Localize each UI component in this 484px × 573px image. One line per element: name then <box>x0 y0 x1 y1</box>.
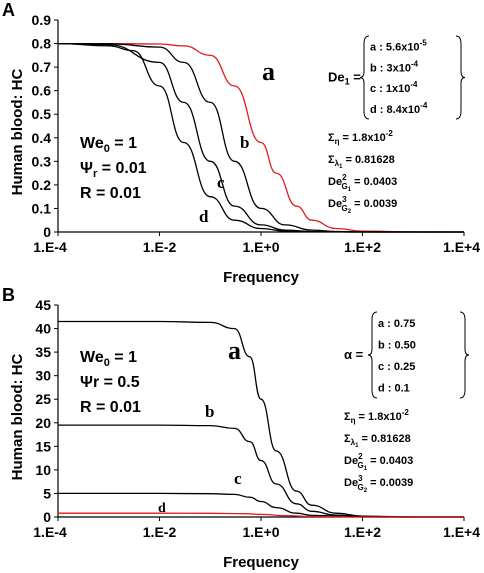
y-tick-label: 0.8 <box>32 36 52 52</box>
y-tick-label: 0.7 <box>32 59 52 75</box>
y-tick-label: 10 <box>35 462 51 478</box>
legend-brace-left <box>359 35 370 120</box>
legend-lhs: De1 = <box>328 70 361 87</box>
curve-label-b: b <box>240 133 249 152</box>
panel-b: B 0 5 10 15 20 25 30 35 40 45 1.E-4 1.E-2 1.E+0 1.E+2 1… <box>2 285 480 571</box>
x-tick-label: 1.E+0 <box>243 524 280 540</box>
legend-lhs: α = <box>344 347 364 362</box>
panel-label: B <box>2 285 15 305</box>
legend-item-a: a : 5.6x10-5 <box>370 39 427 54</box>
curve-label-c: c <box>234 469 242 488</box>
x-tick-label: 1.E-2 <box>143 239 177 255</box>
series-line-d <box>58 512 464 518</box>
y-tick-label: 30 <box>35 368 51 384</box>
y-tick-label: 0 <box>43 509 51 525</box>
curve-label-a: a <box>262 57 275 86</box>
y-tick-label: 40 <box>35 321 51 337</box>
x-tick-label: 1.E+0 <box>243 239 280 255</box>
legend: α = a : 0.75 b : 0.50 c : 0.25 d : 0.1 Ση = 1… <box>344 311 470 494</box>
legend-brace-right <box>459 311 470 399</box>
y-tick-label: 0.4 <box>32 130 52 146</box>
x-tick-label: 1.E+2 <box>344 239 381 255</box>
y-tick-label: 25 <box>35 391 51 407</box>
constant-0: Ση = 1.8x10-2 <box>328 129 393 146</box>
curve-label-a: a <box>228 336 241 365</box>
y-tick-label: 35 <box>35 344 51 360</box>
y-tick-label: 0 <box>43 224 51 240</box>
y-tick-label: 0.6 <box>32 83 52 99</box>
y-tick-label: 5 <box>43 485 51 501</box>
y-axis-title: Human blood: HC <box>9 354 26 481</box>
x-tick-label: 1.E+4 <box>443 524 480 540</box>
y-tick-label: 0.3 <box>32 153 52 169</box>
x-axis-title: Frequency <box>223 554 300 571</box>
series-line-a <box>57 42 465 233</box>
x-tick-label: 1.E-4 <box>33 524 67 540</box>
param-psi: Ψr = 0.5 <box>80 374 140 391</box>
legend: De1 = a : 5.6x10-5 b : 3x10-4 c : 1x10-4 d :… <box>328 35 466 215</box>
y-tick-label: 0.1 <box>32 200 52 216</box>
panel-a: A 0 0.1 0.2 0.3 0.4 0.5 0.6 0.7 0.8 0.9 1.E-4 1.E-2 1… <box>2 0 480 286</box>
y-tick-label: 45 <box>35 297 51 313</box>
param-we: We0 = 1 <box>80 135 137 155</box>
curve-label-d: d <box>158 501 166 516</box>
legend-brace-left <box>367 311 378 399</box>
curve-label-d: d <box>199 207 209 226</box>
x-tick-label: 1.E-2 <box>143 524 177 540</box>
y-tick-label: 0.5 <box>32 106 52 122</box>
legend-item-b: b : 3x10-4 <box>370 59 419 74</box>
param-r: R = 0.01 <box>80 399 141 416</box>
constant-1: Σλ1 = 0.81628 <box>328 154 395 170</box>
series-line-d <box>57 42 464 233</box>
param-psi: Ψr = 0.01 <box>80 160 147 180</box>
legend-item-c: c : 1x10-4 <box>370 80 418 95</box>
legend-brace-right <box>455 35 466 120</box>
constant-2: De2 G1 = 0.0403 <box>328 173 397 193</box>
param-we: We0 = 1 <box>80 349 137 369</box>
constant-2: De2 G1 = 0.0403 <box>344 452 413 472</box>
legend-item-c: c : 0.25 <box>378 361 415 373</box>
x-axis-title: Frequency <box>223 269 300 286</box>
constant-0: Ση = 1.8x10-2 <box>344 408 409 425</box>
legend-item-a: a : 0.75 <box>378 318 415 330</box>
y-tick-label: 20 <box>35 415 51 431</box>
y-tick-label: 0.9 <box>32 12 52 28</box>
legend-item-b: b : 0.50 <box>378 340 416 352</box>
x-tick-label: 1.E+4 <box>443 239 480 255</box>
x-tick-label: 1.E+2 <box>344 524 381 540</box>
y-axis-title: Human blood: HC <box>9 69 26 196</box>
legend-item-d: d : 8.4x10-4 <box>370 101 428 116</box>
param-r: R = 0.01 <box>80 185 141 202</box>
curve-label-b: b <box>205 402 214 421</box>
y-tick-label: 0.2 <box>32 177 52 193</box>
x-tick-label: 1.E-4 <box>33 239 67 255</box>
constant-3: De3 G2 = 0.0039 <box>328 195 397 215</box>
curve-label-c: c <box>217 173 225 192</box>
constant-1: Σλ1 = 0.81628 <box>344 433 411 449</box>
constant-3: De3 G2 = 0.0039 <box>344 474 413 494</box>
legend-item-d: d : 0.1 <box>378 383 410 395</box>
y-tick-label: 15 <box>35 438 51 454</box>
panel-label: A <box>2 0 15 20</box>
